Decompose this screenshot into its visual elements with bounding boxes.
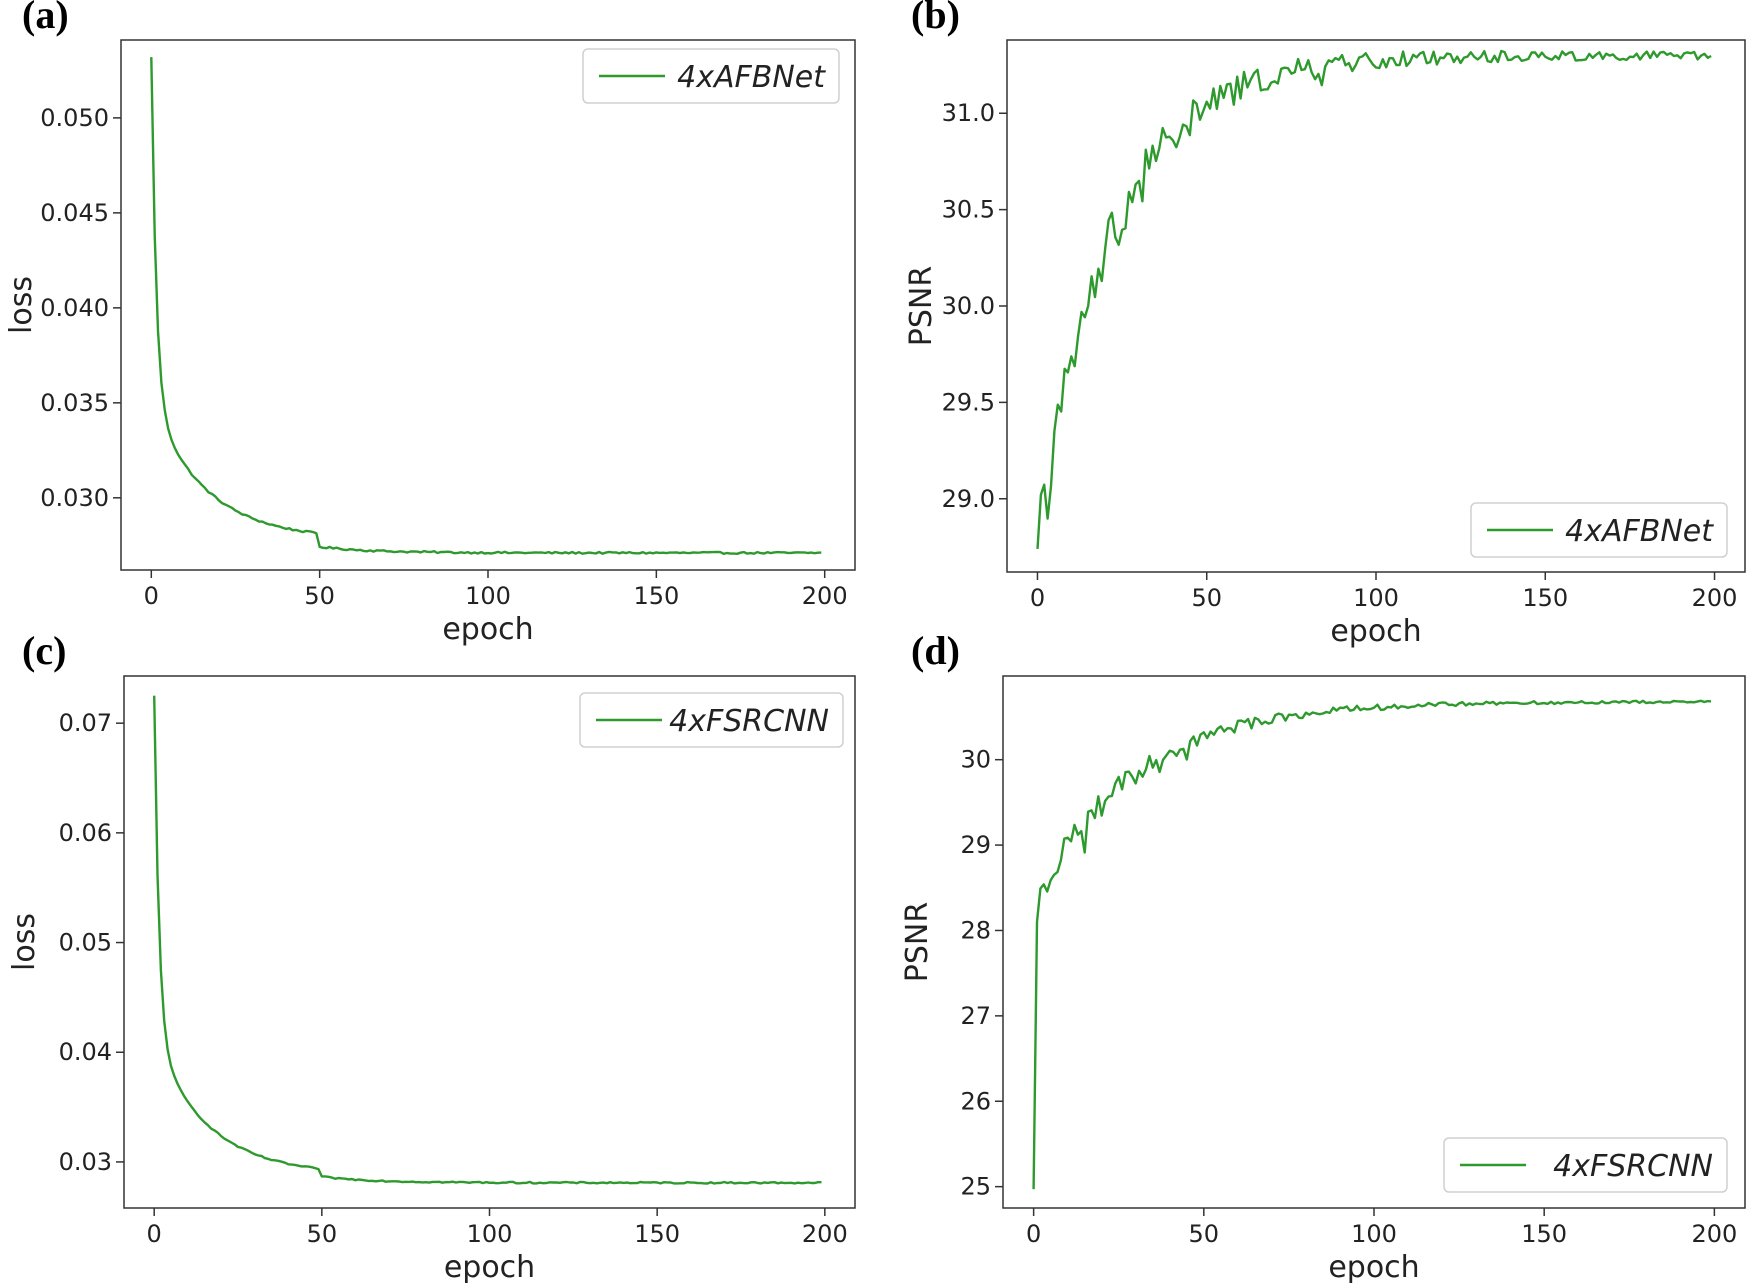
panel-label: (d): [911, 628, 960, 673]
x-axis-label: epoch: [442, 612, 533, 647]
x-tick-label: 150: [1521, 1220, 1567, 1248]
legend: 4xFSRCNN: [579, 692, 844, 748]
x-tick-label: 200: [802, 582, 848, 610]
y-tick-label: 0.05: [59, 929, 112, 957]
y-tick-label: 0.04: [59, 1038, 112, 1066]
x-tick-label: 50: [1191, 584, 1222, 612]
y-tick-label: 0.030: [40, 484, 109, 512]
x-tick-label: 200: [1692, 584, 1738, 612]
legend-box: [582, 48, 840, 104]
panel-label: (a): [22, 0, 69, 37]
x-tick-label: 50: [1189, 1220, 1220, 1248]
chart-panel-1: (b) 0 50 100 150 200 29.0 29.5 30.0 30.5 31.0 epoch…: [904, 0, 1746, 649]
legend-label: 4xAFBNet: [1565, 514, 1714, 549]
chart-panel-2: (c) 0 50 100 150 200 0.03 0.04 0.05 0.06 0.07 epoch…: [7, 628, 856, 1283]
legend: 4xFSRCNN: [1443, 1137, 1728, 1193]
y-axis-label: PSNR: [900, 902, 935, 982]
axes-frame: [1002, 675, 1746, 1209]
series-line-4xFSRCNN: [1032, 699, 1712, 1190]
series-line-4xAFBNet: [150, 57, 822, 555]
x-tick-label: 200: [802, 1220, 848, 1248]
x-tick-label: 50: [304, 582, 335, 610]
x-tick-label: 100: [465, 582, 511, 610]
x-tick-label: 200: [1691, 1220, 1737, 1248]
axes-frame: [123, 675, 856, 1209]
y-tick-label: 30: [960, 746, 991, 774]
x-tick-label: 0: [147, 1220, 162, 1248]
x-tick-label: 100: [467, 1220, 513, 1248]
x-tick-label: 150: [633, 582, 679, 610]
x-tick-label: 100: [1353, 584, 1399, 612]
y-tick-label: 0.040: [40, 294, 109, 322]
x-axis-label: epoch: [1330, 614, 1421, 649]
y-tick-label: 30.5: [942, 196, 995, 224]
y-tick-label: 26: [960, 1087, 991, 1115]
x-axis-label: epoch: [1328, 1250, 1419, 1283]
y-tick-label: 27: [960, 1002, 991, 1030]
legend-box: [579, 692, 844, 748]
y-tick-label: 28: [960, 916, 991, 944]
y-tick-label: 25: [960, 1173, 991, 1201]
panel-label: (b): [911, 0, 960, 37]
legend-box: [1443, 1137, 1728, 1193]
y-tick-label: 0.07: [59, 709, 112, 737]
y-tick-label: 0.050: [40, 104, 109, 132]
axes-frame: [120, 39, 856, 571]
y-tick-label: 30.0: [942, 292, 995, 320]
legend-label: 4xFSRCNN: [669, 704, 829, 739]
y-tick-label: 29.0: [942, 485, 995, 513]
panel-label: (c): [22, 628, 66, 673]
x-tick-label: 50: [307, 1220, 338, 1248]
legend-label: 4xAFBNet: [677, 60, 826, 95]
y-tick-label: 29: [960, 831, 991, 859]
series-line-4xAFBNet: [1036, 49, 1712, 549]
x-tick-label: 150: [634, 1220, 680, 1248]
chart-panel-0: (a) 0 50 100 150 200 0.030 0.035 0.040 0.045 0.050…: [4, 0, 856, 647]
axes-frame: [1006, 39, 1746, 573]
legend: 4xAFBNet: [1470, 502, 1728, 558]
x-tick-label: 100: [1351, 1220, 1397, 1248]
x-tick-label: 150: [1522, 584, 1568, 612]
x-tick-label: 0: [1030, 584, 1045, 612]
y-tick-label: 0.045: [40, 199, 109, 227]
series-line-4xFSRCNN: [153, 695, 822, 1185]
y-tick-label: 31.0: [942, 99, 995, 127]
y-tick-label: 0.035: [40, 389, 109, 417]
y-tick-label: 0.06: [59, 819, 112, 847]
x-tick-label: 0: [1026, 1220, 1041, 1248]
legend-label: 4xFSRCNN: [1553, 1149, 1713, 1184]
y-axis-label: loss: [7, 913, 42, 971]
legend-box: [1470, 502, 1728, 558]
y-axis-label: loss: [4, 276, 39, 334]
y-axis-label: PSNR: [904, 266, 939, 346]
y-tick-label: 0.03: [59, 1148, 112, 1176]
y-tick-label: 29.5: [942, 388, 995, 416]
x-axis-label: epoch: [444, 1250, 535, 1283]
chart-panel-3: (d) 0 50 100 150 200 25 26 27 28 29 30 epoch PSNR 4xFS…: [900, 628, 1746, 1283]
legend: 4xAFBNet: [582, 48, 840, 104]
x-tick-label: 0: [144, 582, 159, 610]
